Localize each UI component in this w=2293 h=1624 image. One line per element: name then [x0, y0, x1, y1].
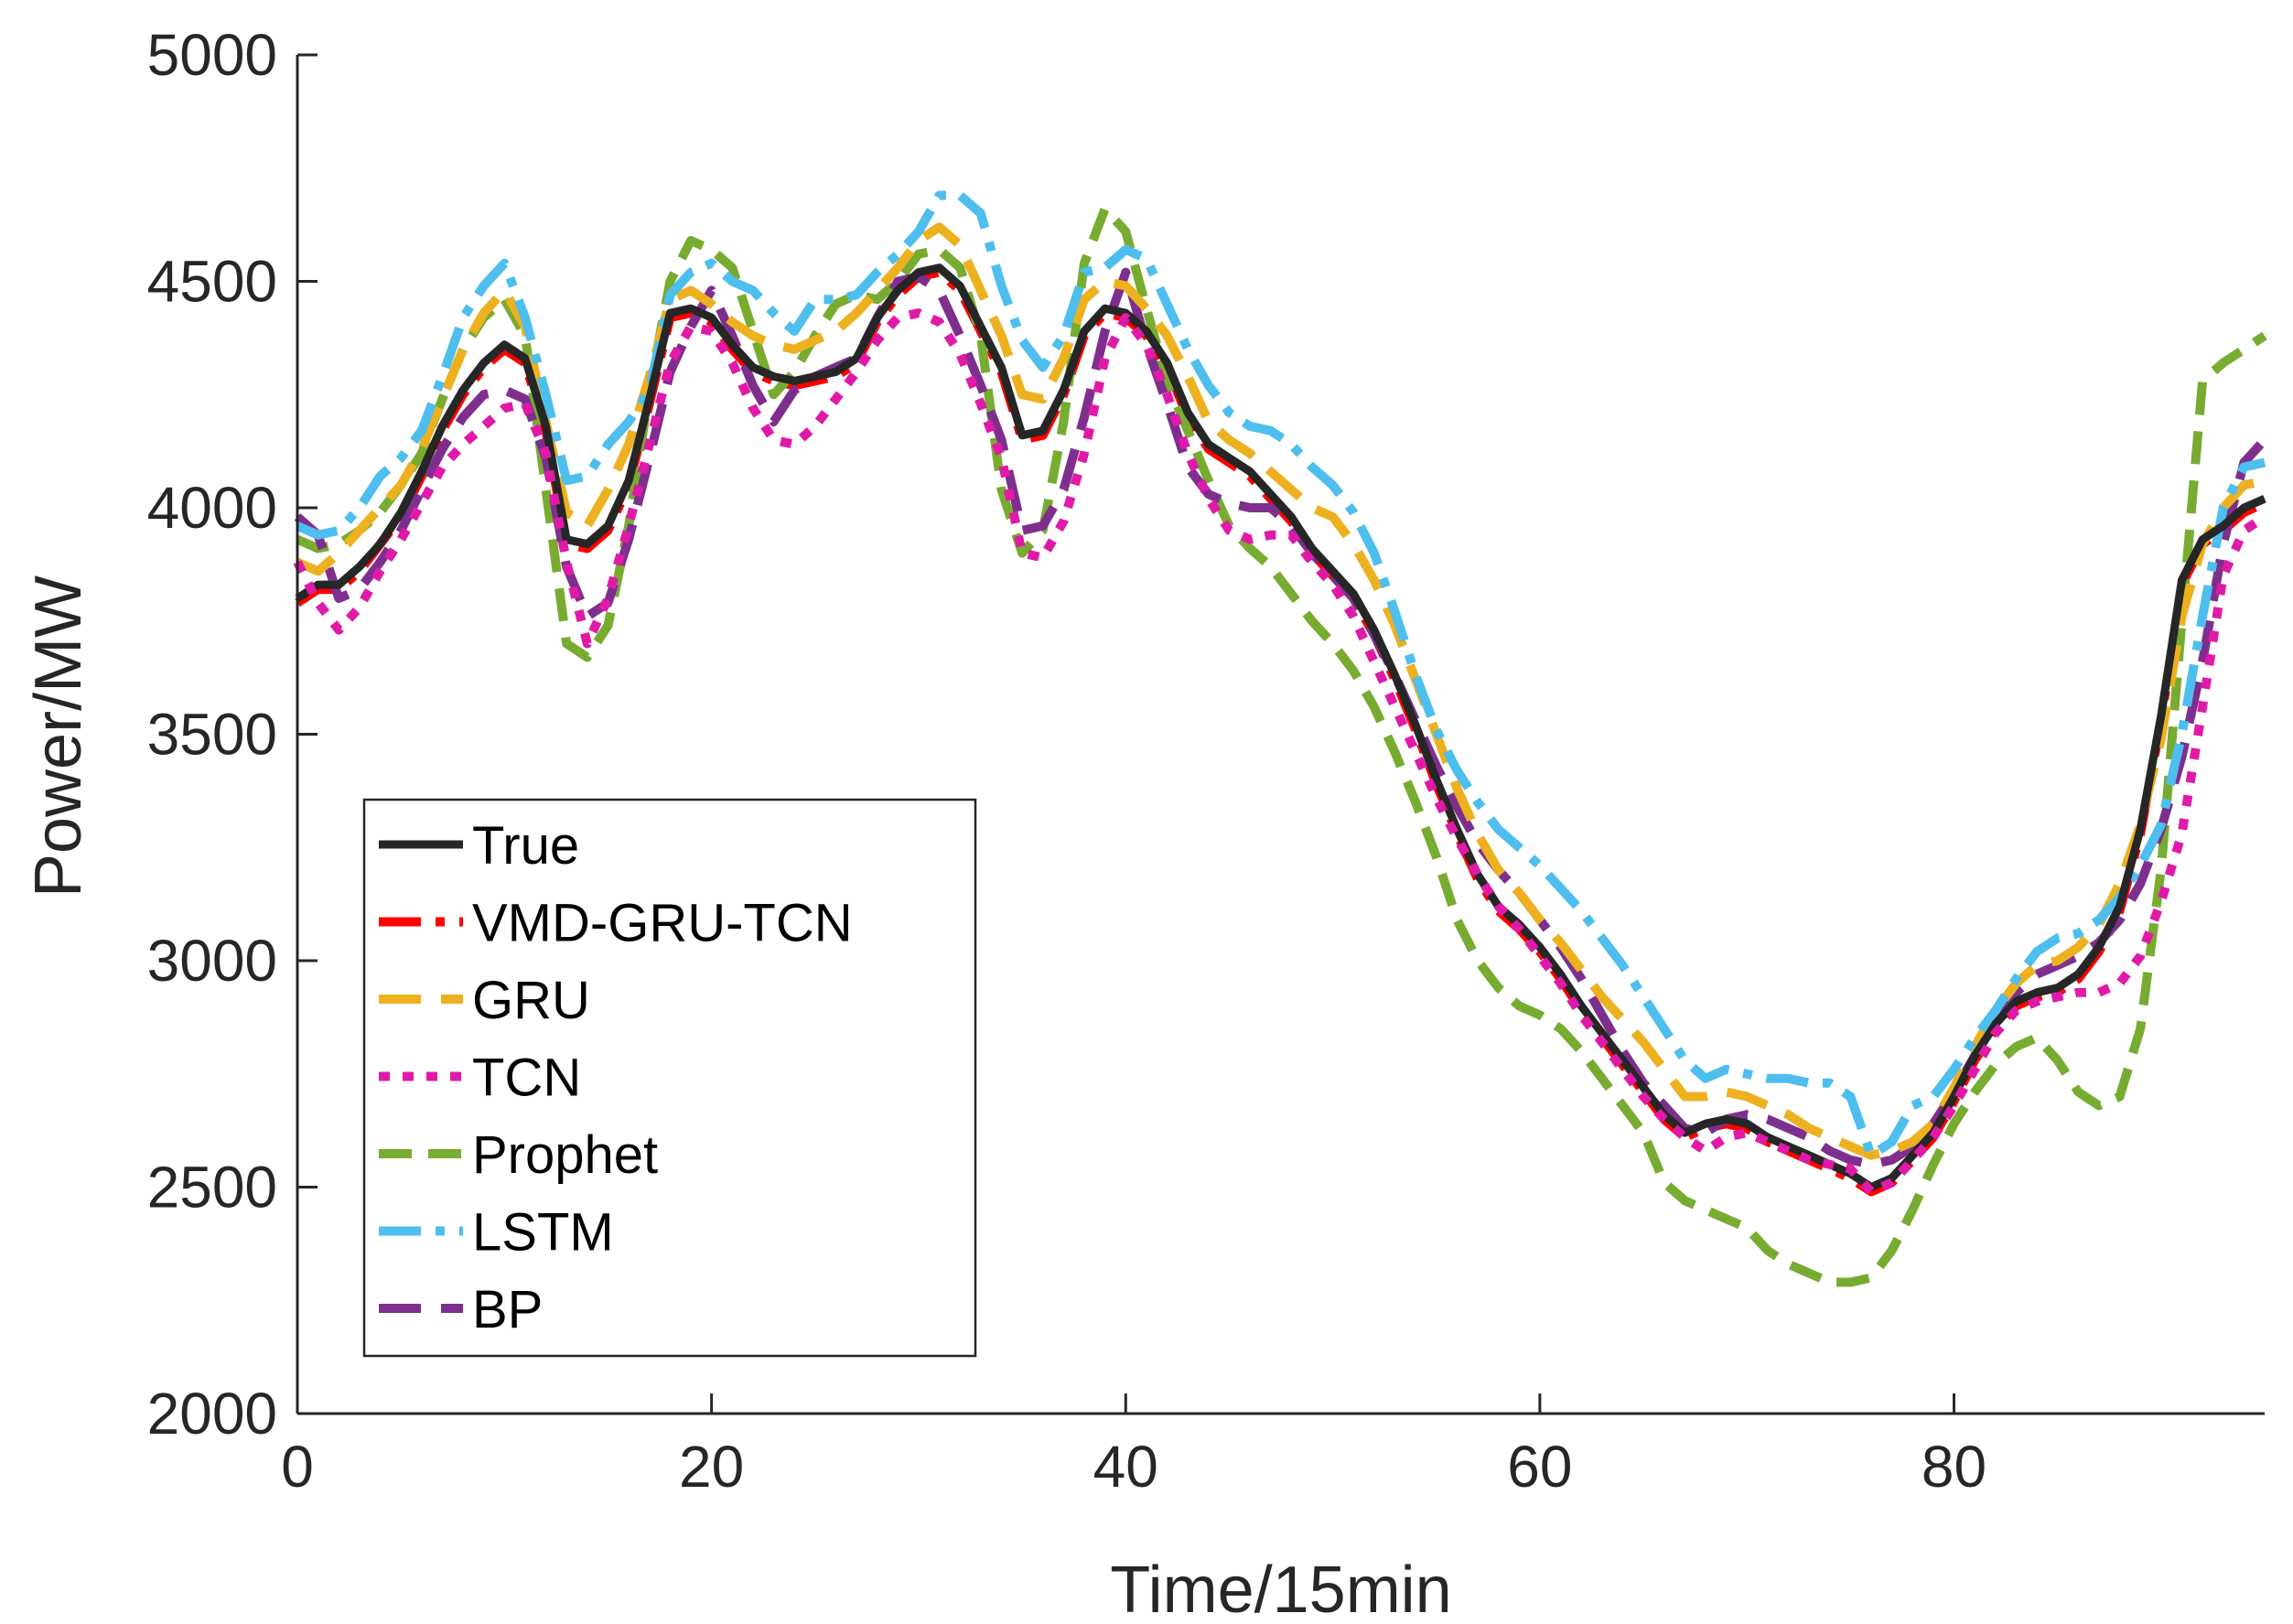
legend: True VMD-GRU-TCN GRU TCN Prophet LSTM BP — [362, 798, 977, 1358]
y-axis-title: Power/MW — [22, 575, 95, 898]
x-tick-label: 80 — [1922, 1434, 1986, 1500]
legend-label: BP — [472, 1280, 543, 1339]
series-line-gru — [295, 222, 2266, 1160]
legend-label: Prophet — [472, 1125, 658, 1185]
x-tick-label: 60 — [1507, 1434, 1572, 1500]
legend-items: True VMD-GRU-TCN GRU TCN Prophet LSTM BP — [379, 816, 853, 1339]
y-tick-label: 3500 — [147, 702, 277, 768]
ticks-layer: 2000 2500 3000 3500 4000 4500 5000 0 20 40 60 80 — [147, 22, 1986, 1500]
y-tick-label: 2000 — [147, 1381, 277, 1447]
x-axis-title: Time/15min — [1110, 1554, 1451, 1624]
y-tick-label: 2500 — [147, 1155, 277, 1221]
y-tick-label: 3000 — [147, 928, 277, 994]
x-tick-label: 20 — [679, 1434, 744, 1500]
legend-label: VMD-GRU-TCN — [472, 894, 853, 953]
y-tick-label: 4500 — [147, 249, 277, 315]
x-tick-label: 40 — [1093, 1434, 1158, 1500]
series-line-lstm — [295, 190, 2266, 1160]
y-tick-label: 5000 — [147, 22, 277, 88]
series-line-tcn — [293, 308, 2267, 1197]
series-layer — [293, 190, 2268, 1287]
y-tick-label: 4000 — [147, 475, 277, 541]
legend-label: True — [472, 816, 579, 876]
legend-box — [362, 798, 977, 1358]
series-line-bp — [294, 267, 2268, 1169]
legend-label: GRU — [472, 971, 590, 1030]
x-tick-label: 0 — [281, 1434, 314, 1500]
legend-label: LSTM — [472, 1203, 614, 1263]
legend-label: TCN — [472, 1049, 581, 1108]
